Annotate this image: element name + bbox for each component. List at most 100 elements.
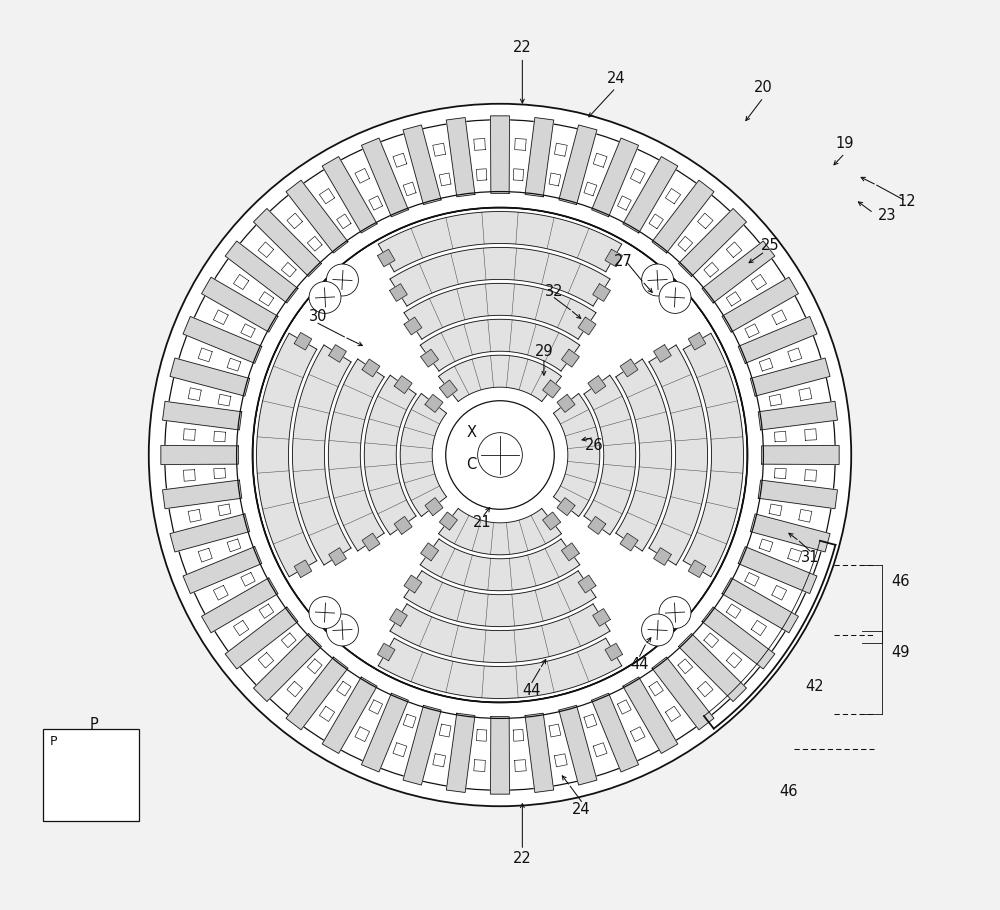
Polygon shape: [355, 727, 370, 742]
Polygon shape: [474, 138, 485, 150]
Polygon shape: [163, 401, 242, 430]
Polygon shape: [769, 504, 782, 516]
Polygon shape: [702, 607, 775, 669]
Polygon shape: [605, 249, 622, 267]
Polygon shape: [704, 262, 719, 277]
Polygon shape: [362, 359, 380, 377]
Polygon shape: [738, 547, 817, 593]
Polygon shape: [198, 348, 212, 362]
Polygon shape: [421, 543, 439, 561]
Polygon shape: [161, 446, 238, 464]
Text: 24: 24: [606, 71, 625, 86]
Polygon shape: [592, 138, 639, 217]
Polygon shape: [259, 604, 274, 618]
Polygon shape: [198, 548, 212, 562]
Polygon shape: [170, 514, 250, 552]
Polygon shape: [439, 724, 451, 737]
Polygon shape: [678, 659, 693, 673]
Polygon shape: [654, 345, 671, 362]
Polygon shape: [592, 693, 639, 772]
Text: 30: 30: [309, 309, 327, 324]
Polygon shape: [286, 657, 348, 730]
Polygon shape: [726, 652, 742, 668]
Polygon shape: [726, 242, 742, 258]
Polygon shape: [649, 345, 708, 565]
Circle shape: [642, 264, 674, 296]
Polygon shape: [227, 359, 241, 371]
Polygon shape: [774, 469, 786, 479]
Text: 22: 22: [513, 40, 532, 56]
Polygon shape: [772, 310, 787, 325]
Circle shape: [446, 400, 554, 510]
Polygon shape: [287, 213, 302, 228]
Polygon shape: [588, 517, 606, 534]
Polygon shape: [241, 572, 255, 586]
Polygon shape: [722, 578, 798, 632]
Text: 46: 46: [780, 784, 798, 799]
Polygon shape: [394, 376, 412, 393]
Text: 26: 26: [585, 438, 604, 453]
Polygon shape: [630, 727, 645, 742]
Text: 25: 25: [760, 238, 779, 253]
Polygon shape: [616, 359, 672, 551]
Polygon shape: [588, 376, 606, 393]
Polygon shape: [322, 157, 377, 233]
Polygon shape: [439, 380, 457, 398]
Polygon shape: [433, 143, 446, 157]
Circle shape: [309, 281, 341, 313]
Polygon shape: [745, 572, 759, 586]
Polygon shape: [225, 607, 298, 669]
Text: 42: 42: [805, 679, 824, 694]
Polygon shape: [369, 196, 383, 210]
Polygon shape: [254, 633, 321, 702]
Polygon shape: [170, 358, 250, 396]
Polygon shape: [337, 214, 351, 228]
Polygon shape: [420, 319, 580, 371]
Polygon shape: [281, 262, 296, 277]
Polygon shape: [390, 248, 610, 306]
Polygon shape: [722, 278, 798, 332]
Polygon shape: [163, 480, 242, 509]
Polygon shape: [525, 713, 554, 793]
Polygon shape: [772, 585, 787, 600]
Text: 32: 32: [545, 284, 564, 298]
Polygon shape: [491, 116, 509, 193]
Polygon shape: [584, 375, 636, 535]
Polygon shape: [378, 638, 622, 699]
Polygon shape: [287, 682, 302, 697]
Polygon shape: [188, 510, 201, 522]
Circle shape: [165, 120, 835, 790]
Polygon shape: [759, 359, 773, 371]
Circle shape: [326, 264, 358, 296]
Polygon shape: [799, 510, 812, 522]
Polygon shape: [322, 677, 377, 753]
Polygon shape: [543, 380, 561, 398]
Polygon shape: [183, 547, 262, 593]
Polygon shape: [549, 724, 561, 737]
Text: 21: 21: [473, 515, 492, 531]
Polygon shape: [188, 388, 201, 400]
Polygon shape: [549, 173, 561, 186]
Polygon shape: [617, 196, 631, 210]
Polygon shape: [630, 168, 645, 183]
Polygon shape: [758, 401, 837, 430]
Polygon shape: [355, 168, 370, 183]
Polygon shape: [233, 275, 249, 289]
Polygon shape: [390, 284, 407, 301]
Polygon shape: [474, 760, 485, 772]
Polygon shape: [593, 743, 607, 757]
Polygon shape: [439, 173, 451, 186]
Polygon shape: [329, 548, 346, 565]
Polygon shape: [774, 431, 786, 441]
Polygon shape: [233, 621, 249, 635]
Polygon shape: [513, 168, 524, 180]
Polygon shape: [561, 543, 579, 561]
Text: 12: 12: [898, 194, 916, 208]
Circle shape: [253, 207, 747, 703]
Polygon shape: [620, 533, 638, 551]
Text: 44: 44: [523, 683, 541, 698]
Polygon shape: [307, 659, 322, 673]
Polygon shape: [620, 359, 638, 377]
Polygon shape: [258, 242, 274, 258]
Polygon shape: [425, 394, 443, 412]
